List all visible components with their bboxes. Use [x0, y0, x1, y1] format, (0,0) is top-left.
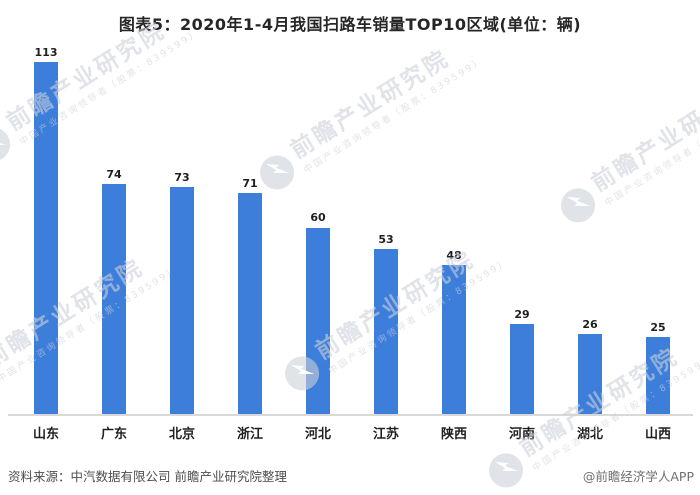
bar-group: 113: [12, 40, 80, 415]
qianzhan-logo-icon: [488, 453, 523, 488]
bar: [374, 249, 398, 415]
bar: [442, 265, 466, 415]
bar-group: 53: [352, 40, 420, 415]
bar-plot-area: 113 74 73 71 60 53 48 29 26 25: [12, 40, 692, 415]
x-axis-label: 山东: [32, 427, 59, 442]
bar-value-label: 73: [174, 170, 190, 184]
bar-value-label: 48: [446, 248, 462, 262]
x-axis-line: [8, 414, 693, 416]
x-axis-label: 北京: [168, 427, 195, 442]
chart-title: 图表5：2020年1-4月我国扫路车销量TOP10区域(单位：辆): [118, 15, 582, 34]
bar: [510, 324, 534, 415]
bar-group: 74: [80, 40, 148, 415]
bar: [306, 227, 330, 415]
bar-value-label: 60: [310, 211, 326, 225]
bar-value-label: 113: [34, 45, 58, 59]
x-axis-label: 河南: [508, 427, 535, 442]
bar: [238, 193, 262, 415]
bar-value-label: 29: [514, 308, 530, 322]
bar-group: 71: [216, 40, 284, 415]
x-axis-label: 浙江: [236, 427, 263, 442]
bar-group: 48: [420, 40, 488, 415]
bar-group: 26: [556, 40, 624, 415]
x-axis-label: 江苏: [372, 427, 399, 442]
x-axis-label: 山西: [644, 427, 671, 442]
bar: [34, 61, 58, 415]
bar-value-label: 26: [582, 317, 598, 331]
x-axis-label: 湖北: [576, 427, 603, 442]
x-axis-label: 河北: [304, 427, 331, 442]
bar-group: 29: [488, 40, 556, 415]
bar-group: 73: [148, 40, 216, 415]
bar-group: 25: [624, 40, 692, 415]
bar: [646, 336, 670, 415]
x-axis-labels: 山东 广东 北京 浙江 河北 江苏 陕西 河南 湖北 山西: [12, 423, 692, 442]
bar: [578, 333, 602, 415]
bar: [170, 186, 194, 415]
bar-value-label: 25: [650, 320, 666, 334]
x-axis-label: 陕西: [440, 427, 467, 442]
source-note: 资料来源：中汽数据有限公司 前瞻产业研究院整理: [8, 469, 287, 484]
x-axis-label: 广东: [100, 427, 127, 442]
bar: [102, 183, 126, 415]
bar-value-label: 71: [242, 177, 258, 191]
credit-note: @前瞻经济学人APP: [582, 469, 694, 484]
bar-value-label: 74: [106, 167, 122, 181]
bar-group: 60: [284, 40, 352, 415]
bar-value-label: 53: [378, 233, 394, 247]
